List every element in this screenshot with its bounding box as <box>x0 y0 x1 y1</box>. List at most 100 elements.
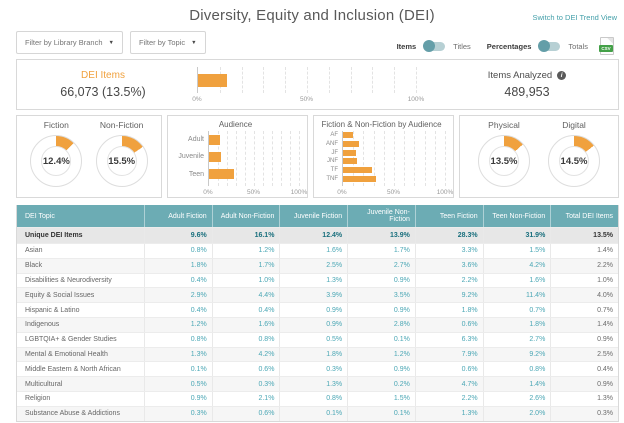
column-header[interactable]: Adult Non-Fiction <box>211 205 280 227</box>
percentages-toggle-label: Percentages <box>486 41 532 51</box>
cell-value: 0.3% <box>550 406 618 421</box>
non-fiction-donut-title: Non-Fiction <box>99 120 144 130</box>
cell-value: 28.3% <box>414 228 483 243</box>
items-titles-toggle[interactable] <box>423 40 446 52</box>
gridline <box>394 131 395 186</box>
column-header[interactable]: Total DEI Items <box>550 205 618 227</box>
cell-value: 4.2% <box>211 347 280 362</box>
info-icon[interactable]: i <box>557 71 567 80</box>
column-header[interactable]: Teen Non-Fiction <box>482 205 551 227</box>
percentages-totals-toggle[interactable] <box>538 40 561 52</box>
gridline <box>383 131 385 186</box>
cell-value: 11.4% <box>482 288 551 303</box>
cell-value: 1.4% <box>482 377 551 391</box>
bar-jnf[interactable] <box>343 158 358 165</box>
bar-af[interactable] <box>343 132 353 139</box>
non-fiction-donut-chart[interactable]: 15.5% <box>95 135 148 187</box>
bar-row <box>343 131 445 140</box>
filter-library-branch-dropdown[interactable]: Filter by Library Branch ▼ <box>16 31 123 54</box>
gridline <box>245 131 246 186</box>
gridline <box>241 67 243 93</box>
page-title: Diversity, Equity and Inclusion (DEI) <box>189 7 435 24</box>
cell-value: 0.4% <box>144 303 212 317</box>
physical-digital-panel: Physical 13.5% Digital 14.5% <box>459 115 619 198</box>
dei-items-gauge-chart: 0% 50% 100% <box>189 60 436 109</box>
cell-value: 0.5% <box>279 332 347 347</box>
cell-value: 0.8% <box>211 332 280 347</box>
bar-row <box>343 148 445 157</box>
cell-value: 2.1% <box>211 391 280 406</box>
bar-dei-items[interactable] <box>198 73 228 87</box>
filter-topic-dropdown[interactable]: Filter by Topic ▼ <box>129 31 206 54</box>
cell-value: 9.2% <box>482 347 551 362</box>
cell-value: 0.6% <box>211 406 280 421</box>
cell-value: 7.9% <box>414 347 483 362</box>
gridline <box>272 131 273 186</box>
cell-value: 0.8% <box>482 362 551 377</box>
gridline <box>404 131 406 186</box>
by-audience-axis-ticks: 0% 50% 100% <box>337 186 453 197</box>
cell-value: 4.0% <box>550 288 618 303</box>
fiction-nonfiction-by-audience-panel: Fiction & Non-Fiction by Audience AF ANF J… <box>313 115 454 198</box>
axis-tick: 100% <box>290 189 308 196</box>
cell-value: 1.3% <box>279 377 347 391</box>
column-header[interactable]: Adult Fiction <box>144 205 212 227</box>
trend-view-link[interactable]: Switch to DEI Trend View <box>532 13 617 22</box>
bar-tnf[interactable] <box>343 175 376 182</box>
cell-value: 1.7% <box>211 258 280 273</box>
cell-value: 2.9% <box>144 288 212 303</box>
cell-value: 1.8% <box>414 303 483 317</box>
column-header[interactable]: Teen Fiction <box>414 205 483 227</box>
cell-value: 2.5% <box>279 258 347 273</box>
bar-row <box>209 148 299 165</box>
audience-category-labels: Adult Juvenile Teen <box>172 131 208 186</box>
non-fiction-donut-value: 15.5% <box>106 146 137 176</box>
display-controls: Items Titles Percentages Totals CSV <box>397 37 614 55</box>
physical-donut-chart[interactable]: 13.5% <box>478 135 530 187</box>
bar-row <box>209 131 299 148</box>
bar-row <box>209 166 299 183</box>
cell-value: 3.5% <box>347 288 415 303</box>
cell-value: 1.8% <box>482 317 551 332</box>
cell-value: 2.7% <box>347 258 415 273</box>
cell-value: 9.6% <box>144 228 212 243</box>
bar-teen[interactable] <box>209 169 235 180</box>
gridline <box>350 67 352 93</box>
bar-tf[interactable] <box>343 167 372 174</box>
gauge-plot <box>197 67 417 93</box>
totals-toggle-label: Totals <box>568 41 588 51</box>
physical-donut-title: Physical <box>488 120 520 130</box>
column-header[interactable]: DEI Topic <box>25 212 55 220</box>
cell-value: 2.8% <box>347 317 415 332</box>
cell-value: 3.9% <box>279 288 347 303</box>
audience-axis-ticks: 0% 50% 100% <box>203 186 307 197</box>
bar-juvenile[interactable] <box>209 151 221 162</box>
gridline <box>285 67 287 93</box>
by-audience-plot <box>342 131 446 186</box>
table-row: Mental & Emotional Health 1.3% 4.2% 1.8% 1.2… <box>17 346 618 362</box>
bar-anf[interactable] <box>343 141 360 148</box>
cell-value: 1.3% <box>144 347 212 362</box>
cell-value: 0.6% <box>414 362 483 377</box>
cell-value: 2.6% <box>482 391 551 406</box>
table-row: LGBTQIA+ & Gender Studies 0.8% 0.8% 0.5% 0.1… <box>17 331 618 347</box>
bar-adult[interactable] <box>209 134 221 145</box>
gridline <box>363 131 365 186</box>
gridline <box>424 131 426 186</box>
row-label: Black <box>25 262 43 270</box>
non-fiction-donut-group: Non-Fiction 15.5% <box>95 120 148 197</box>
column-header[interactable]: Juvenile Non-Fiction <box>347 205 415 227</box>
cell-value: 13.9% <box>347 228 415 243</box>
gridline <box>445 131 446 186</box>
csv-export-icon[interactable]: CSV <box>599 37 614 55</box>
digital-donut-chart[interactable]: 14.5% <box>548 135 600 187</box>
cell-value: 9.2% <box>414 288 483 303</box>
cell-value: 1.4% <box>550 317 618 332</box>
cell-value: 0.9% <box>279 317 347 332</box>
bar-jf[interactable] <box>343 149 356 156</box>
cell-value: 0.1% <box>347 332 415 347</box>
column-header[interactable]: Juvenile Fiction <box>279 205 347 227</box>
axis-tick: 50% <box>386 189 401 196</box>
fiction-donut-chart[interactable]: 12.4% <box>30 135 83 187</box>
gridline <box>263 131 264 186</box>
